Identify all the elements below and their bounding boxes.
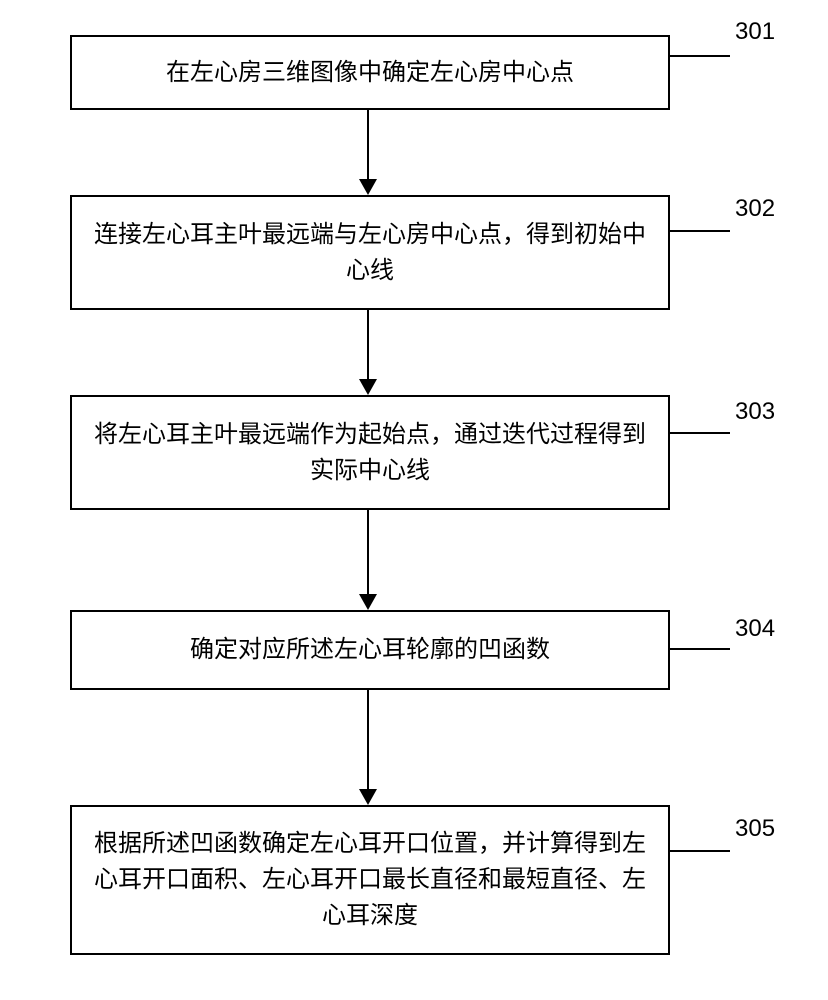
arrow-3-head — [359, 594, 377, 610]
arrow-2-head — [359, 379, 377, 395]
flowchart-container: 在左心房三维图像中确定左心房中心点 301 连接左心耳主叶最远端与左心房中心点，… — [0, 0, 828, 1000]
flowchart-box-3: 将左心耳主叶最远端作为起始点，通过迭代过程得到实际中心线 — [70, 395, 670, 510]
connector-line-1 — [670, 55, 730, 57]
box-3-text: 将左心耳主叶最远端作为起始点，通过迭代过程得到实际中心线 — [92, 417, 648, 489]
flowchart-box-2: 连接左心耳主叶最远端与左心房中心点，得到初始中心线 — [70, 195, 670, 310]
label-5: 305 — [735, 815, 775, 843]
flowchart-box-4: 确定对应所述左心耳轮廓的凹函数 — [70, 610, 670, 690]
flowchart-box-5: 根据所述凹函数确定左心耳开口位置，并计算得到左心耳开口面积、左心耳开口最长直径和… — [70, 805, 670, 955]
box-1-text: 在左心房三维图像中确定左心房中心点 — [166, 55, 574, 91]
arrow-2-line — [367, 310, 369, 380]
label-1: 301 — [735, 18, 775, 46]
box-4-text: 确定对应所述左心耳轮廓的凹函数 — [190, 632, 550, 668]
connector-line-3 — [670, 432, 730, 434]
arrow-4-head — [359, 789, 377, 805]
arrow-3-line — [367, 510, 369, 595]
box-2-text: 连接左心耳主叶最远端与左心房中心点，得到初始中心线 — [92, 217, 648, 289]
connector-line-2 — [670, 230, 730, 232]
arrow-1-head — [359, 179, 377, 195]
box-5-text: 根据所述凹函数确定左心耳开口位置，并计算得到左心耳开口面积、左心耳开口最长直径和… — [92, 826, 648, 934]
label-2: 302 — [735, 195, 775, 223]
connector-line-5 — [670, 850, 730, 852]
label-3: 303 — [735, 398, 775, 426]
arrow-4-line — [367, 690, 369, 790]
label-4: 304 — [735, 615, 775, 643]
flowchart-box-1: 在左心房三维图像中确定左心房中心点 — [70, 35, 670, 110]
connector-line-4 — [670, 648, 730, 650]
arrow-1-line — [367, 110, 369, 180]
